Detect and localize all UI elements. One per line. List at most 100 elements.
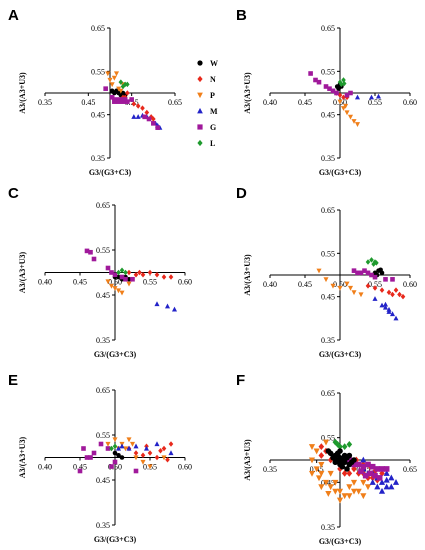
- point-w: [344, 466, 350, 472]
- point-p: [316, 268, 322, 274]
- point-g: [383, 466, 390, 472]
- point-l: [341, 443, 348, 450]
- point-m: [378, 487, 386, 494]
- series-l: [109, 443, 118, 452]
- point-p: [105, 441, 111, 447]
- point-m: [382, 304, 389, 310]
- point-p: [322, 439, 330, 446]
- y-tick-label: 0.35: [96, 336, 110, 345]
- point-l: [341, 77, 346, 83]
- series-g: [308, 71, 353, 98]
- legend-item-m: M: [197, 107, 218, 116]
- point-g: [316, 79, 322, 85]
- y-tick-label: 0.65: [91, 24, 105, 33]
- point-g: [362, 268, 367, 273]
- point-p: [313, 448, 320, 455]
- point-p: [337, 99, 343, 105]
- y-axis-title: A3/(A3+U3): [243, 439, 252, 481]
- point-n: [390, 291, 395, 298]
- y-tick-label: 0.45: [321, 478, 335, 487]
- series-g: [346, 457, 390, 481]
- point-p: [344, 281, 350, 287]
- x-tick-label: 0.55: [368, 98, 382, 107]
- legend-item-p: P: [197, 91, 215, 100]
- y-tick-label: 0.35: [321, 154, 335, 163]
- legend-marker-g: [197, 124, 203, 130]
- series-l: [118, 79, 130, 90]
- point-n: [154, 454, 160, 461]
- point-p: [360, 479, 367, 486]
- point-n: [147, 269, 153, 276]
- point-p: [140, 459, 146, 465]
- y-tick-label: 0.65: [321, 206, 335, 215]
- panel-label: C: [8, 185, 19, 202]
- x-axis-title: G3/(G3+C3): [319, 168, 362, 177]
- legend-label: N: [210, 75, 216, 84]
- point-w: [325, 448, 332, 454]
- point-p: [354, 122, 361, 127]
- x-tick-label: 0.40: [38, 278, 52, 287]
- point-n: [154, 271, 160, 278]
- point-g: [369, 272, 374, 278]
- panel-label: D: [236, 185, 247, 202]
- point-m: [360, 456, 367, 463]
- point-l: [109, 445, 114, 452]
- point-g: [123, 276, 128, 282]
- point-p: [115, 288, 122, 294]
- series-p: [105, 279, 132, 296]
- legend-item-w: W: [197, 59, 218, 68]
- point-p: [112, 437, 118, 443]
- point-p: [122, 446, 129, 452]
- point-p: [105, 279, 111, 285]
- point-p: [332, 488, 339, 495]
- point-l: [123, 269, 128, 276]
- x-tick-label: 0.50: [333, 280, 347, 289]
- series-l: [365, 257, 379, 267]
- point-w: [332, 459, 339, 466]
- series-n: [126, 441, 174, 463]
- panel-label: B: [236, 7, 247, 24]
- point-m: [386, 309, 392, 314]
- point-w: [346, 452, 353, 459]
- point-g: [379, 466, 385, 472]
- point-l: [346, 441, 353, 448]
- point-n: [386, 289, 392, 296]
- legend-marker-p: [197, 92, 203, 99]
- y-tick-label: 0.45: [321, 293, 335, 302]
- point-m: [374, 483, 381, 490]
- point-p: [351, 290, 357, 296]
- y-tick-label: 0.65: [321, 24, 335, 33]
- point-g: [130, 276, 135, 282]
- point-p: [133, 455, 139, 461]
- point-p: [364, 484, 372, 491]
- point-p: [350, 488, 358, 495]
- point-g: [146, 116, 152, 122]
- point-w: [116, 452, 121, 458]
- point-p: [308, 457, 316, 464]
- point-m: [378, 478, 386, 485]
- point-m: [171, 306, 178, 312]
- series-w: [325, 448, 357, 472]
- y-tick-label: 0.55: [321, 67, 335, 76]
- point-n: [341, 470, 348, 477]
- legend-item-l: L: [197, 139, 215, 148]
- x-tick-label: 0.50: [108, 278, 122, 287]
- point-w: [334, 84, 340, 89]
- point-m: [168, 450, 174, 456]
- point-w: [119, 455, 125, 460]
- x-tick-label: 0.60: [403, 98, 417, 107]
- point-g: [112, 459, 118, 465]
- series-n: [365, 283, 406, 300]
- legend-item-n: N: [197, 75, 216, 84]
- point-p: [318, 461, 325, 468]
- y-tick-label: 0.55: [321, 434, 335, 443]
- point-n: [341, 94, 346, 101]
- point-l: [118, 79, 124, 85]
- point-n: [379, 287, 385, 293]
- x-tick-label: 0.55: [368, 280, 382, 289]
- point-p: [111, 75, 117, 81]
- x-axis-title: G3/(G3+C3): [94, 535, 137, 544]
- point-p: [344, 110, 350, 116]
- series-l: [332, 438, 353, 450]
